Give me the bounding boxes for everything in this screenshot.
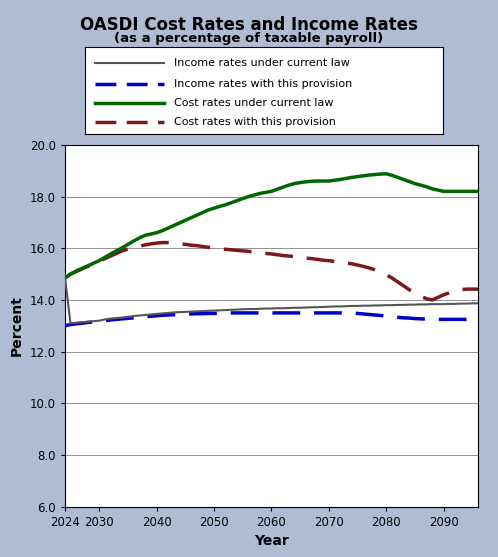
Text: Income rates under current law: Income rates under current law <box>174 58 350 68</box>
X-axis label: Year: Year <box>254 535 289 549</box>
Text: OASDI Cost Rates and Income Rates: OASDI Cost Rates and Income Rates <box>80 16 418 33</box>
Y-axis label: Percent: Percent <box>10 295 24 356</box>
Text: Income rates with this provision: Income rates with this provision <box>174 79 353 89</box>
Text: (as a percentage of taxable payroll): (as a percentage of taxable payroll) <box>115 32 383 45</box>
Text: Cost rates under current law: Cost rates under current law <box>174 97 334 108</box>
Text: Cost rates with this provision: Cost rates with this provision <box>174 118 336 128</box>
